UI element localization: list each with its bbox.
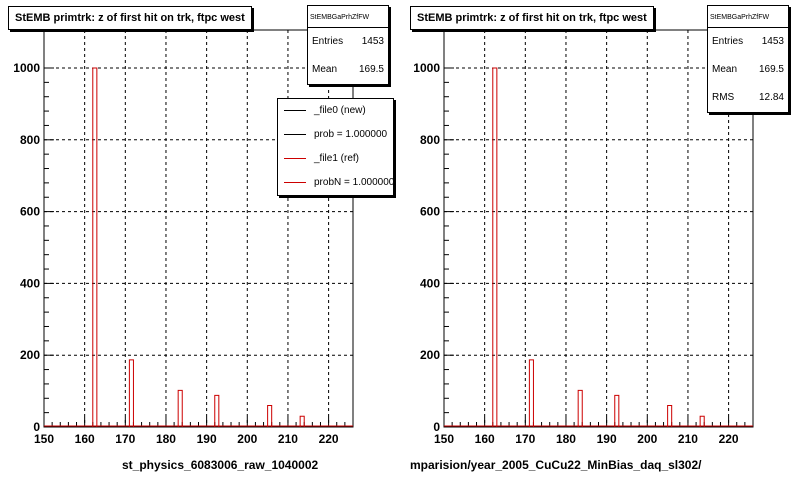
right-stats-box: StEMBGaPrhZfFW Entries 1453 Mean 169.5 R…	[707, 5, 789, 113]
legend-entry-file0-new: _file0 (new)	[278, 99, 393, 123]
legend-entry-probn: probN = 1.000000	[278, 171, 393, 195]
x-tick-label: 180	[556, 432, 576, 446]
legend-line-prob	[284, 134, 306, 135]
x-tick-label: 190	[197, 432, 217, 446]
right-stats-entries-row: Entries 1453	[708, 28, 788, 56]
x-tick-label: 180	[156, 432, 176, 446]
y-tick-label: 600	[420, 205, 440, 219]
x-tick-label: 160	[475, 432, 495, 446]
x-tick-label: 150	[34, 432, 54, 446]
histogram-bar	[528, 359, 534, 427]
left-stats-entries-value: 1453	[361, 36, 384, 47]
histogram-bar	[492, 67, 498, 427]
legend-entry-file1-ref: _file1 (ref)	[278, 147, 393, 171]
x-tick-label: 220	[319, 432, 339, 446]
histogram-bar	[177, 389, 183, 427]
y-tick-label: 600	[20, 205, 40, 219]
y-tick-label: 800	[420, 133, 440, 147]
x-tick-label: 220	[719, 432, 739, 446]
legend-text-prob: prob = 1.000000	[314, 129, 388, 140]
left-stats-mean-row: Mean 169.5	[308, 56, 388, 84]
histogram-bar	[699, 415, 705, 427]
left-legend: _file0 (new) prob = 1.000000 _file1 (ref…	[277, 98, 394, 196]
histogram-bar	[667, 404, 673, 427]
left-stats-box: StEMBGaPrhZfFW Entries 1453 Mean 169.5	[307, 5, 389, 85]
x-tick-label: 170	[515, 432, 535, 446]
right-stats-mean-value: 169.5	[758, 64, 784, 75]
y-tick-label: 400	[20, 276, 40, 290]
legend-text-probn: probN = 1.000000	[314, 177, 394, 188]
right-stats-entries-label: Entries	[712, 36, 744, 47]
y-tick-label: 400	[420, 276, 440, 290]
legend-line-probn	[284, 182, 306, 183]
right-stats-name: StEMBGaPrhZfFW	[708, 6, 788, 28]
histogram-bar	[92, 67, 98, 427]
histogram-bar	[299, 415, 305, 427]
right-histogram-title: StEMB primtrk: z of first hit on trk, ft…	[410, 6, 654, 30]
x-tick-label: 160	[75, 432, 95, 446]
x-tick-label: 200	[637, 432, 657, 446]
legend-line-file0	[284, 110, 306, 111]
x-tick-label: 200	[237, 432, 257, 446]
right-histogram-panel: 150 160 170 180 190 200 210 220 0 200 400 600 800 100…	[400, 0, 800, 480]
right-stats-entries-value: 1453	[761, 36, 784, 47]
right-stats-mean-row: Mean 169.5	[708, 56, 788, 84]
y-tick-label: 1000	[413, 61, 440, 75]
left-stats-mean-value: 169.5	[358, 64, 384, 75]
y-tick-label: 200	[20, 348, 40, 362]
histogram-bar	[267, 404, 273, 427]
x-tick-label: 170	[115, 432, 135, 446]
y-tick-label: 200	[420, 348, 440, 362]
right-stats-rms-label: RMS	[712, 92, 735, 103]
left-stats-entries-row: Entries 1453	[308, 28, 388, 56]
right-histogram-plot: 150 160 170 180 190 200 210 220 0 200 400 600 800 100…	[413, 29, 754, 446]
histogram-bar	[214, 394, 220, 427]
left-stats-name: StEMBGaPrhZfFW	[308, 6, 388, 28]
legend-text-file0: _file0 (new)	[314, 105, 366, 116]
left-histogram-panel: 150 160 170 180 190 200 210 220 0 200 400 600 800 100…	[8, 5, 394, 472]
left-histogram-plot: 150 160 170 180 190 200 210 220 0 200 400 600 800 100…	[13, 29, 354, 446]
legend-line-file1	[284, 158, 306, 159]
y-tick-label: 0	[433, 420, 440, 434]
histogram-bar	[128, 359, 134, 427]
left-stats-mean-label: Mean	[312, 64, 338, 75]
x-tick-label: 150	[434, 432, 454, 446]
right-path-label: mparision/year_2005_CuCu22_MinBias_daq_s…	[410, 458, 702, 472]
left-run-label: st_physics_6083006_raw_1040002	[122, 458, 319, 472]
y-tick-label: 800	[20, 133, 40, 147]
x-tick-label: 190	[597, 432, 617, 446]
histogram-bar	[577, 389, 583, 427]
right-stats-mean-label: Mean	[712, 64, 738, 75]
y-tick-label: 0	[33, 420, 40, 434]
right-stats-rms-row: RMS 12.84	[708, 84, 788, 112]
histogram-bar	[614, 394, 620, 427]
y-tick-label: 1000	[13, 61, 40, 75]
left-histogram-title: StEMB primtrk: z of first hit on trk, ft…	[8, 6, 252, 30]
right-stats-rms-value: 12.84	[758, 92, 784, 103]
left-stats-entries-label: Entries	[312, 36, 344, 47]
x-tick-label: 210	[278, 432, 298, 446]
legend-text-file1: _file1 (ref)	[314, 153, 360, 164]
legend-entry-prob: prob = 1.000000	[278, 123, 393, 147]
x-tick-label: 210	[678, 432, 698, 446]
plot-frame	[43, 29, 354, 428]
